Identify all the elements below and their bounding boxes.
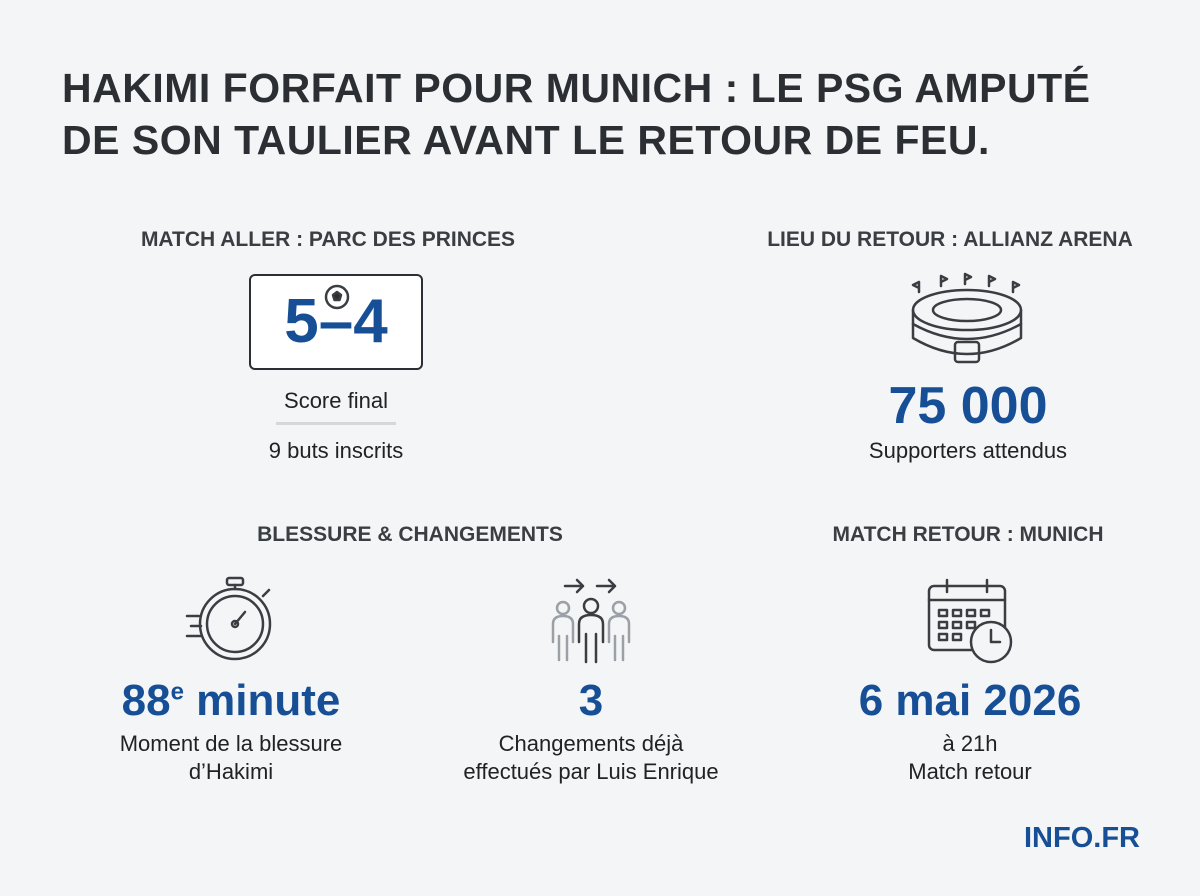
- stat-value: 3: [578, 676, 604, 725]
- stopwatch-icon: [185, 576, 272, 661]
- brand: INFO.FR: [1024, 822, 1140, 854]
- stat-label: d’Hakimi: [188, 759, 274, 784]
- substitution-icon: [551, 578, 631, 664]
- stat-label: Moment de la blessure: [119, 731, 343, 756]
- title-line: DE SON TAULIER AVANT LE RETOUR DE FEU.: [62, 117, 990, 163]
- score-label: Score final: [284, 388, 388, 413]
- stat-label: Match retour: [908, 759, 1032, 784]
- stat-value: 75 000: [888, 377, 1048, 435]
- stat-unit: minute: [196, 676, 341, 725]
- score-home: 5: [284, 287, 319, 356]
- stat-label: effectués par Luis Enrique: [463, 759, 719, 784]
- score-away: 4: [353, 287, 388, 356]
- calendar-icon: [927, 578, 1013, 664]
- stat-label: Changements déjà: [498, 731, 684, 756]
- stat-superscript: e: [170, 678, 184, 706]
- divider: [276, 422, 396, 425]
- stat-value: 88e minute: [0, 676, 481, 726]
- section-heading: MATCH ALLER : PARC DES PRINCES: [140, 228, 516, 251]
- stat-number: 88: [121, 676, 171, 725]
- section-heading: BLESSURE & CHANGEMENTS: [257, 523, 563, 546]
- title-line: HAKIMI FORFAIT POUR MUNICH : LE PSG AMPU…: [62, 65, 1091, 111]
- stat-value: 6 mai 2026: [858, 676, 1082, 725]
- score-note: 9 buts inscrits: [268, 438, 404, 463]
- ball-icon: [324, 284, 350, 310]
- stadium-icon: [911, 272, 1023, 364]
- stat-label: à 21h: [942, 731, 998, 756]
- section-heading: LIEU DU RETOUR : ALLIANZ ARENA: [767, 228, 1133, 251]
- stat-label: Supporters attendus: [868, 438, 1068, 463]
- section-heading: MATCH RETOUR : MUNICH: [832, 523, 1104, 546]
